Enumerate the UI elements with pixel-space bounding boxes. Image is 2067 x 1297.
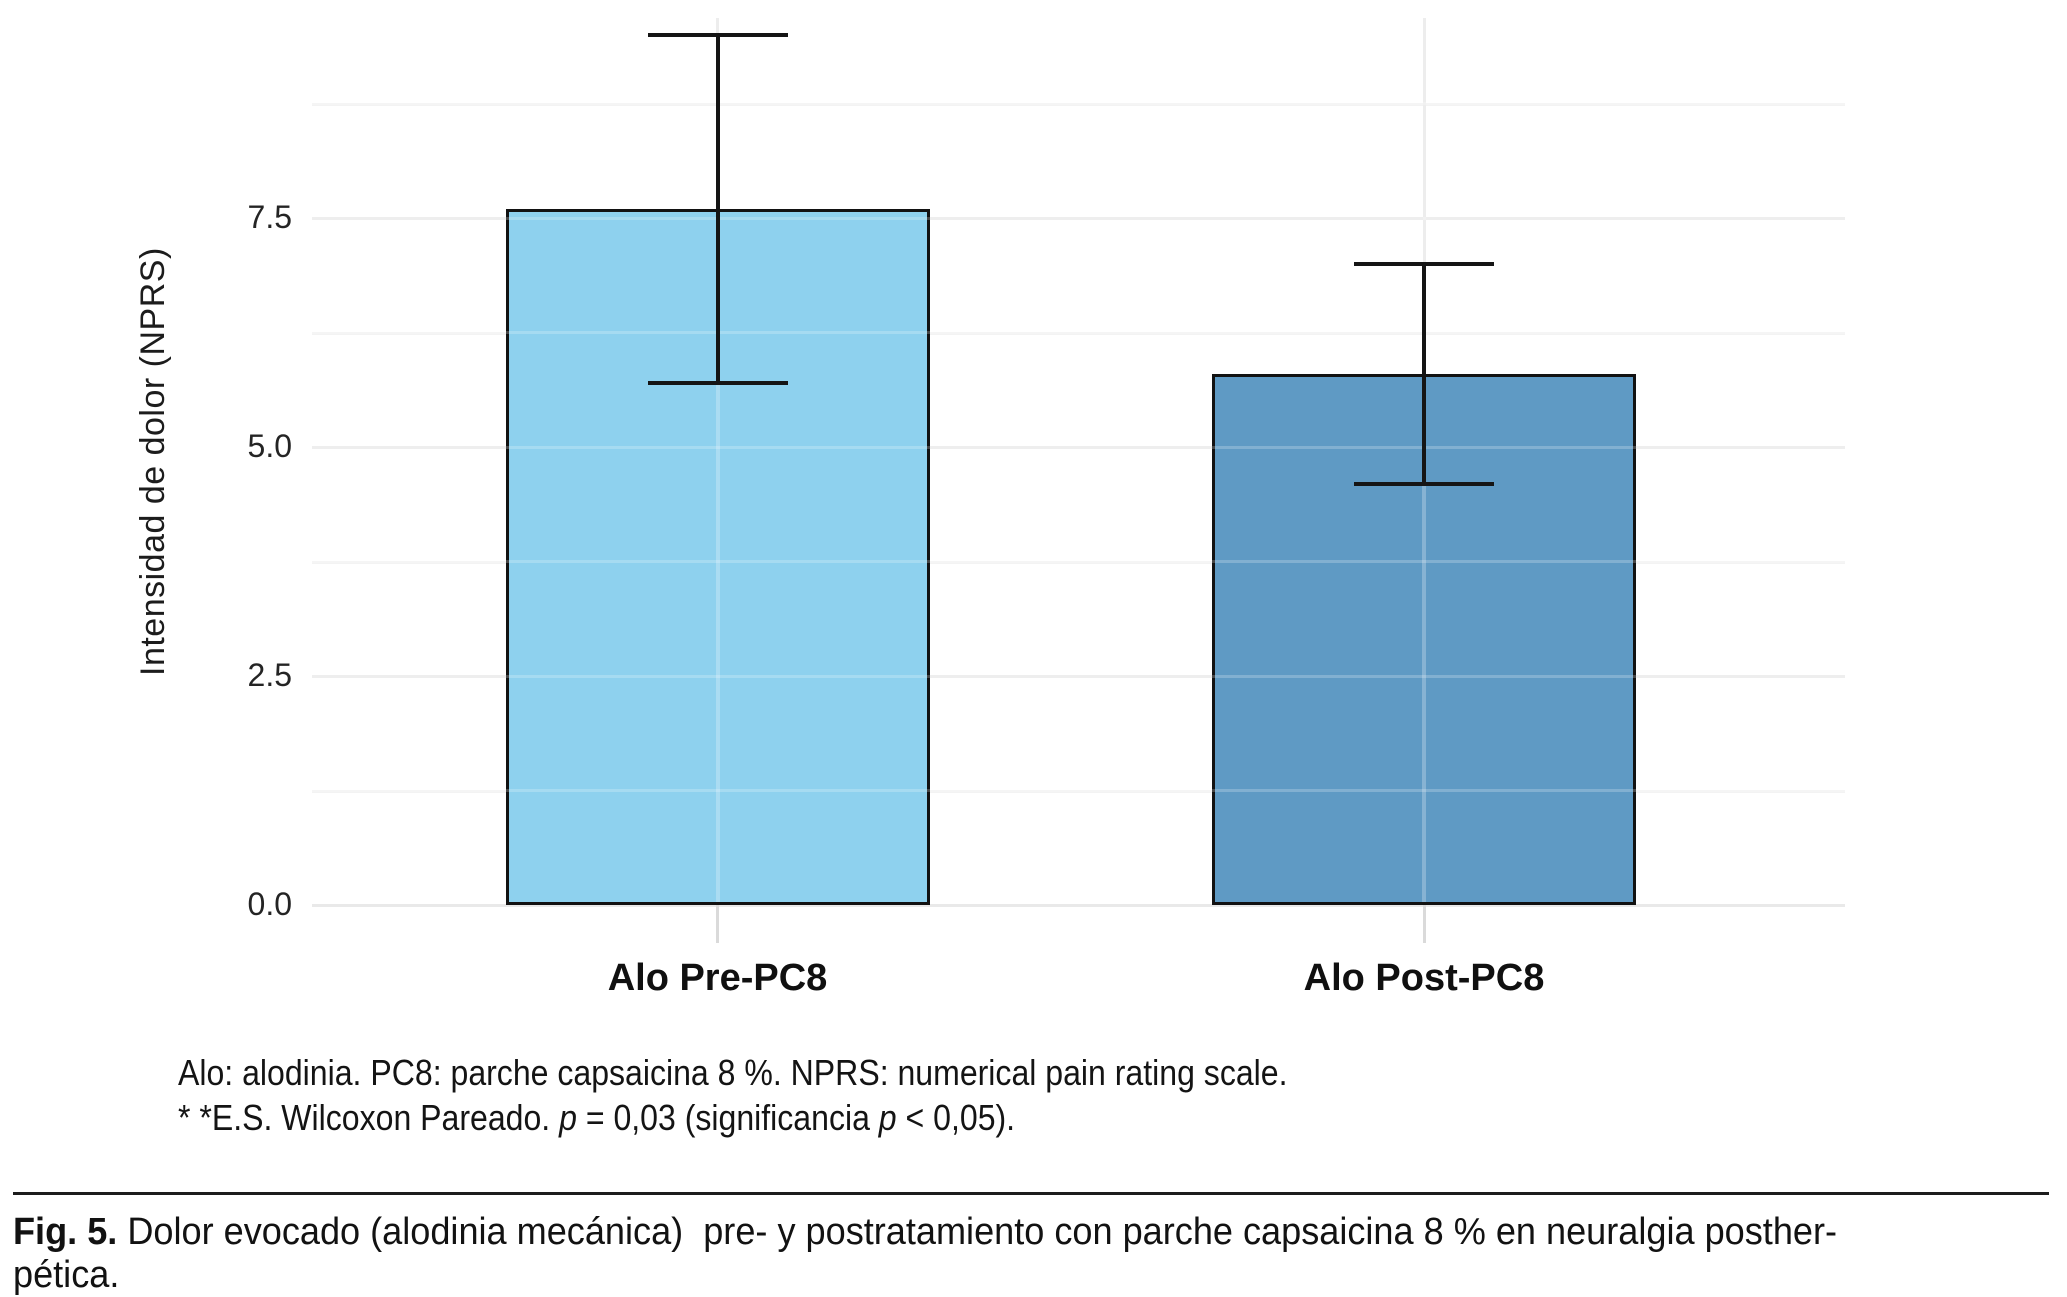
gridline-overlay [312,789,1845,792]
error-bar [1422,263,1426,484]
gridline-major [312,446,1845,449]
gridline-overlay [312,560,1845,563]
note-statistics: * *E.S. Wilcoxon Pareado. p = 0,03 (sign… [178,1097,1016,1138]
gridline-minor [312,789,1845,793]
gridline-major [312,675,1845,678]
y-tick-label: 7.5 [247,199,292,235]
x-axis-tick [716,905,719,943]
figure-caption: Fig. 5. Dolor evocado (alodinia mecánica… [13,1211,2067,1297]
error-bar-cap [1354,261,1494,266]
chart-notes: Alo: alodinia. PC8: parche capsaicina 8 … [178,1052,1425,1142]
y-tick-label: 0.0 [247,886,292,922]
category-label: Alo Pre-PC8 [607,957,828,999]
note-abbreviations: Alo: alodinia. PC8: parche capsaicina 8 … [178,1052,1288,1093]
error-bar-cap [1354,481,1494,486]
caption-line-1: Fig. 5. Dolor evocado (alodinia mecánica… [13,1211,1838,1253]
error-bar [715,34,720,383]
gridline-overlay [312,216,1845,220]
x-axis-tick [1422,905,1426,943]
gridline-minor [312,102,1845,106]
category-gridline-overlay [715,211,720,902]
y-tick-label: 2.5 [247,657,292,693]
gridline-overlay [312,331,1845,334]
caption-line-2: pética. [13,1254,120,1296]
gridline-overlay [312,674,1845,678]
gridline-major [312,217,1845,220]
y-tick-label: 5.0 [247,428,292,464]
gridline-major [312,904,1845,907]
gridline-minor [312,560,1845,564]
category-gridline-overlay [1422,376,1426,902]
gridline-minor [312,331,1845,335]
error-bar-cap [647,32,788,37]
gridline-overlay [312,102,1845,105]
category-label: Alo Post-PC8 [1303,957,1545,999]
error-bar-cap [647,380,788,385]
plot-area: Intensidad de dolor (NPRS) 0.0 2.5 5.0 7.5 A… [134,18,1845,999]
gridline-overlay [312,445,1845,449]
caption-divider [13,1192,2049,1195]
